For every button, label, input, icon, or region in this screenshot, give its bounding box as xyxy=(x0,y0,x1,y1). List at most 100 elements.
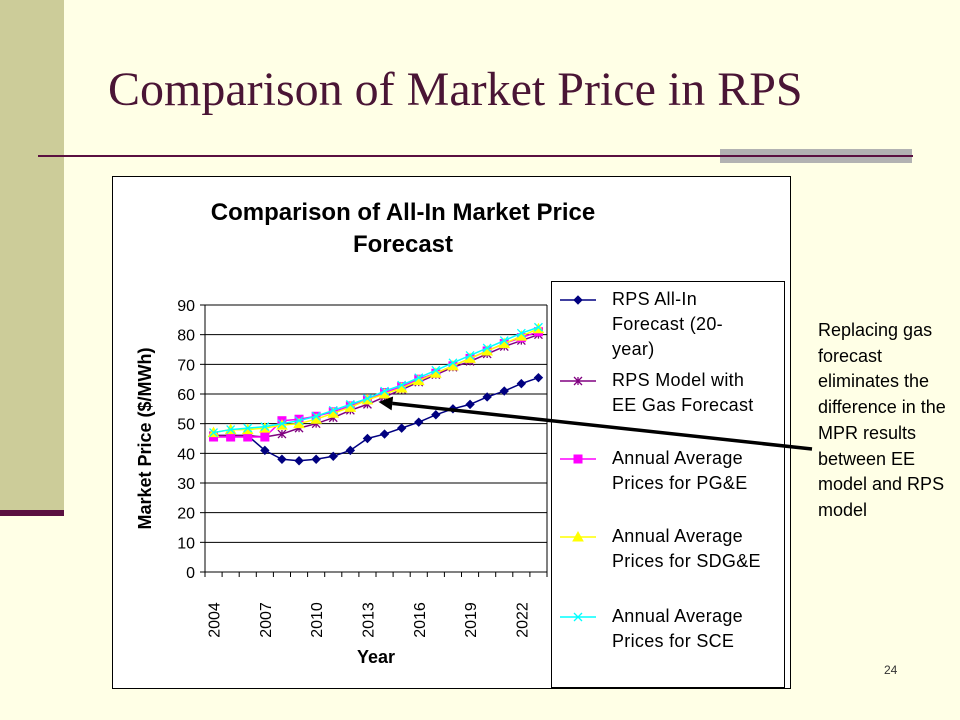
data-point xyxy=(277,419,287,429)
legend-marker-shape xyxy=(573,612,583,622)
y-tick-label: 90 xyxy=(177,298,195,315)
data-point xyxy=(414,417,424,427)
left-decor-accent xyxy=(0,510,64,516)
legend-label-line: RPS Model with xyxy=(612,370,745,390)
legend-label: Annual Average Prices for SCE xyxy=(612,604,782,654)
data-point xyxy=(311,411,321,421)
x-axis-title: Year xyxy=(357,647,395,667)
data-point xyxy=(226,425,236,435)
chart-title-line-2: Forecast xyxy=(352,231,454,258)
data-point xyxy=(414,373,424,383)
chart-legend: RPS All-In Forecast (20- year) RPS Model wi… xyxy=(551,281,785,688)
legend-marker-shape xyxy=(573,376,583,386)
data-point xyxy=(294,416,304,426)
data-point xyxy=(362,433,373,444)
y-tick-label: 50 xyxy=(177,417,195,434)
legend-marker-shape xyxy=(573,454,583,464)
data-point xyxy=(397,380,407,390)
data-point xyxy=(328,405,338,415)
left-decor-bar xyxy=(0,0,64,512)
data-point xyxy=(516,378,527,389)
data-point xyxy=(448,404,458,414)
data-point xyxy=(294,456,304,466)
legend-marker xyxy=(560,531,596,542)
data-point xyxy=(311,454,321,464)
chart-title-line-1: Comparison of All-In Market Price xyxy=(210,199,596,226)
chart-plot: 0 10 20 30 40 50 60 70 80 90 2004 2007 2010 2013 2016 2… xyxy=(135,298,548,667)
legend-marker xyxy=(560,295,596,305)
y-tick-label: 70 xyxy=(177,357,195,374)
data-point xyxy=(243,423,253,433)
page-number: 24 xyxy=(884,663,898,677)
x-tick-label: 2007 xyxy=(258,602,275,638)
data-point xyxy=(482,392,492,402)
data-point xyxy=(328,451,338,462)
x-tick-label: 2004 xyxy=(207,602,224,638)
y-tick-label: 80 xyxy=(177,328,195,345)
y-tick-label: 30 xyxy=(177,476,195,493)
chart-frame: 0 10 20 30 40 50 60 70 80 90 2004 2007 2010 2013 2016 2… xyxy=(112,176,791,689)
legend-label-line: year) xyxy=(612,339,655,359)
data-point xyxy=(277,429,287,439)
legend-label-line: EE Gas Forecast xyxy=(612,395,754,415)
legend-marker-shape xyxy=(572,531,584,542)
data-point xyxy=(482,343,492,353)
legend-label: Annual Average Prices for SDG&E xyxy=(612,524,782,574)
legend-label-line: Prices for SDG&E xyxy=(612,551,761,571)
x-tick-label: 2016 xyxy=(412,602,429,638)
data-point xyxy=(277,454,287,464)
legend-label: RPS All-In Forecast (20- year) xyxy=(612,287,782,362)
data-point xyxy=(533,372,544,383)
legend-label-line: Annual Average xyxy=(612,606,743,626)
legend-label-line: RPS All-In xyxy=(612,289,698,309)
y-tick-label: 40 xyxy=(177,446,195,463)
annotation-text: Replacing gas forecast eliminates the di… xyxy=(818,320,946,520)
y-axis-title: Market Price ($/MWh) xyxy=(135,347,155,529)
legend-label-line: Prices for SCE xyxy=(612,631,735,651)
y-tick-label: 60 xyxy=(177,387,195,404)
data-point xyxy=(380,386,390,396)
data-point xyxy=(260,422,270,432)
data-point xyxy=(499,336,509,346)
slide-title: Comparison of Market Price in RPS xyxy=(108,63,803,116)
data-point xyxy=(448,358,458,368)
data-point xyxy=(533,322,543,332)
y-tick-label: 20 xyxy=(177,506,195,523)
series-line xyxy=(213,328,539,434)
legend-label-line: Forecast (20- xyxy=(612,314,723,334)
data-point xyxy=(499,386,509,396)
legend-marker-shape xyxy=(573,295,583,305)
y-tick-label: 10 xyxy=(177,535,195,552)
data-point xyxy=(431,410,441,420)
series-1 xyxy=(209,330,543,442)
data-point xyxy=(516,328,526,338)
data-point xyxy=(465,399,475,410)
data-point xyxy=(431,365,441,375)
data-point xyxy=(209,428,219,438)
data-point xyxy=(345,399,355,409)
data-point xyxy=(379,429,390,439)
data-point xyxy=(260,432,270,442)
series-line xyxy=(213,326,539,434)
data-point xyxy=(362,393,372,403)
legend-label: Annual Average Prices for PG&E xyxy=(612,446,782,496)
legend-label-line: Prices for PG&E xyxy=(612,473,748,493)
legend-marker xyxy=(560,612,596,622)
data-point xyxy=(465,350,475,360)
series-3 xyxy=(207,322,545,438)
data-point xyxy=(243,432,253,442)
data-point xyxy=(226,432,236,442)
x-tick-label: 2010 xyxy=(309,602,326,638)
series-0 xyxy=(208,372,544,466)
legend-marker xyxy=(560,454,596,464)
x-tick-label: 2013 xyxy=(360,602,377,638)
legend-marker xyxy=(560,376,596,386)
data-point xyxy=(260,445,270,456)
y-tick-label: 0 xyxy=(186,565,195,582)
data-point xyxy=(396,423,407,433)
legend-label-line: Annual Average xyxy=(612,448,743,468)
x-tick-label: 2022 xyxy=(514,602,531,638)
title-rule xyxy=(38,155,718,157)
series-4 xyxy=(209,322,543,438)
legend-label-line: Annual Average xyxy=(612,526,743,546)
